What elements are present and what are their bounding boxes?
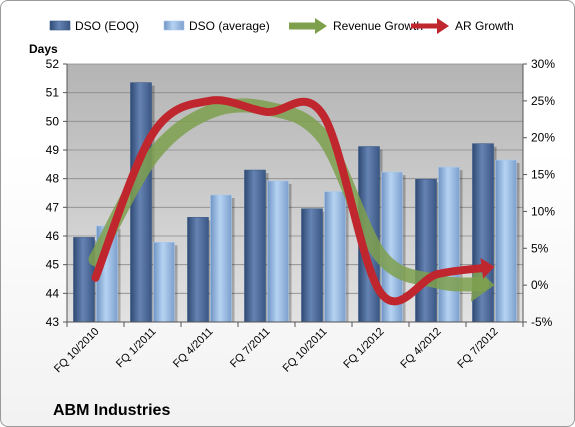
bar-dso-average [495,159,517,323]
y2-tick-label: 25% [531,94,555,108]
bar-dso-average [324,191,346,323]
y-axis-label: Days [29,42,58,56]
bar-dso-eoq [244,169,266,323]
legend: DSO (EOQ) DSO (average) Revenue Growth AR G… [49,18,514,34]
axes [63,63,527,327]
bar-dso-eoq [415,178,437,323]
bar-dso-eoq [73,237,95,323]
y-tick-label: 51 [46,86,60,100]
y-tick-label: 49 [46,143,60,157]
legend-label: Revenue Growth [333,19,423,33]
bar-dso-eoq [301,208,323,323]
y-tick-label: 48 [46,172,60,186]
y2-tick-label: 15% [531,168,555,182]
y2-tick-label: 20% [531,131,555,145]
y2-tick-label: 0% [531,278,549,292]
x-tick-label: FQ 4/2012 [398,326,443,371]
ar-growth-line [91,96,492,306]
bar-dso-average [210,194,232,323]
y-tick-label: 46 [46,229,60,243]
y-tick-label: 44 [46,286,60,300]
legend-label: AR Growth [455,19,514,33]
legend-label: DSO (average) [189,19,270,33]
chart-title: ABM Industries [53,402,170,419]
revenue-growth-arrowhead [470,265,495,302]
ar-growth-arrowhead [480,258,495,279]
x-axis-ticks: FQ 10/2010 FQ 1/2011 FQ 4/2011 FQ 7/2011 FQ … [52,326,501,376]
x-tick-label: FQ 7/2011 [228,326,273,371]
x-tick-label: FQ 1/2012 [341,326,386,371]
legend-swatch [49,20,71,31]
legend-arrowhead [315,18,327,34]
y-tick-label: 50 [46,114,60,128]
x-tick-label: FQ 7/2012 [455,326,500,371]
y-tick-label: 43 [46,315,60,329]
y-tick-label: 45 [46,258,60,272]
x-tick-label: FQ 10/2011 [281,326,330,375]
y-tick-label: 52 [46,57,60,71]
bar-dso-average [438,166,460,323]
legend-label: DSO (EOQ) [75,19,139,33]
bar-dso-eoq [187,217,209,323]
y2-tick-label: 5% [531,241,549,255]
bar-dso-average [267,180,289,323]
y2-tick-label: -5% [531,315,553,329]
bar-dso-eoq [130,82,152,323]
y2-tick-label: 30% [531,57,555,71]
y2-tick-label: 10% [531,204,555,218]
legend-swatch [163,20,185,31]
bar-dso-average [153,242,175,323]
x-tick-label: FQ 1/2011 [114,326,159,371]
x-tick-label: FQ 4/2011 [171,326,216,371]
x-tick-label: FQ 10/2010 [52,326,102,376]
legend-arrowhead [437,18,449,34]
y-tick-label: 47 [46,200,60,214]
y-axis-ticks: 43 44 45 46 47 48 49 50 51 52 [46,57,60,329]
growth-lines [88,96,495,306]
y2-axis-ticks: -5% 0% 5% 10% 15% 20% 25% 30% [531,57,555,329]
